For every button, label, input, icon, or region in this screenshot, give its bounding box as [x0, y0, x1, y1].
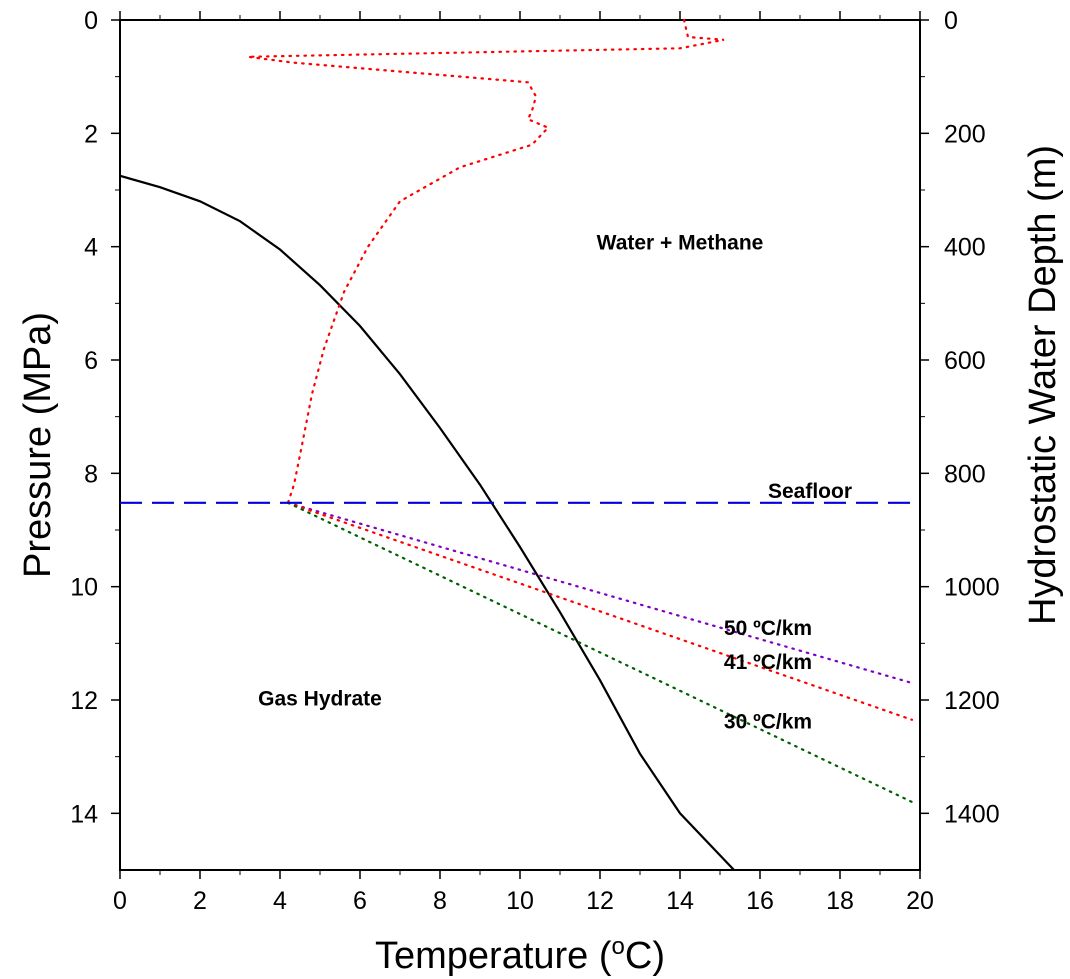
- x-tick-label: 10: [506, 887, 534, 915]
- x-tick-label: 16: [746, 887, 774, 915]
- seafloor-label: Seafloor: [768, 480, 852, 503]
- annotation-label: 30 ºC/km: [724, 710, 812, 733]
- y2-tick-label: 1400: [944, 800, 1000, 828]
- x-tick-label: 14: [666, 887, 694, 915]
- x-axis-title: Temperature (oC): [375, 933, 665, 977]
- y2-tick-label: 400: [944, 234, 986, 262]
- y-axis-title: Pressure (MPa): [17, 312, 59, 578]
- y-tick-label: 2: [84, 120, 98, 148]
- y2-tick-label: 600: [944, 347, 986, 375]
- series-line-gradient-30: [286, 501, 914, 804]
- series-line-gradient-41: [286, 501, 914, 721]
- y-tick-label: 0: [84, 7, 98, 35]
- x-tick-label: 18: [826, 887, 854, 915]
- y-tick-label: 6: [84, 347, 98, 375]
- x-tick-label: 2: [193, 887, 207, 915]
- series-layer: [119, 18, 920, 871]
- series-line-stability: [119, 174, 735, 871]
- y2-tick-label: 800: [944, 460, 986, 488]
- x-tick-label: 6: [353, 887, 367, 915]
- tick-marks: [111, 11, 929, 879]
- y-tick-label: 4: [84, 234, 98, 262]
- y2-axis-title: Hydrostatic Water Depth (m): [1022, 145, 1064, 625]
- x-tick-label: 20: [906, 887, 934, 915]
- y-tick-label: 8: [84, 460, 98, 488]
- tick-labels: 0 2 4 6 8 10 12 14 16 18 2002468101214020040060080…: [70, 7, 999, 915]
- y2-tick-label: 1200: [944, 687, 1000, 715]
- x-tick-label: 12: [586, 887, 614, 915]
- annotation-label: 50 ºC/km: [724, 617, 812, 640]
- annotation-label: 41 ºC/km: [724, 651, 812, 674]
- y-tick-label: 12: [70, 687, 98, 715]
- y2-tick-label: 0: [944, 7, 958, 35]
- annotation-label: Water + Methane: [597, 232, 764, 255]
- y2-tick-label: 1000: [944, 574, 1000, 602]
- x-tick-label: 0: [113, 887, 127, 915]
- y-tick-label: 14: [70, 800, 98, 828]
- annotation-label: Gas Hydrate: [258, 688, 382, 711]
- series-line-gradient-50: [286, 501, 914, 685]
- series-line-water-column: [247, 18, 725, 504]
- x-tick-label: 8: [433, 887, 447, 915]
- x-tick-label: 4: [273, 887, 287, 915]
- annotations: Seafloor Water + Methane Gas Hydrate 50 ºC/…: [258, 232, 852, 734]
- y-tick-label: 10: [70, 574, 98, 602]
- y2-tick-label: 200: [944, 120, 986, 148]
